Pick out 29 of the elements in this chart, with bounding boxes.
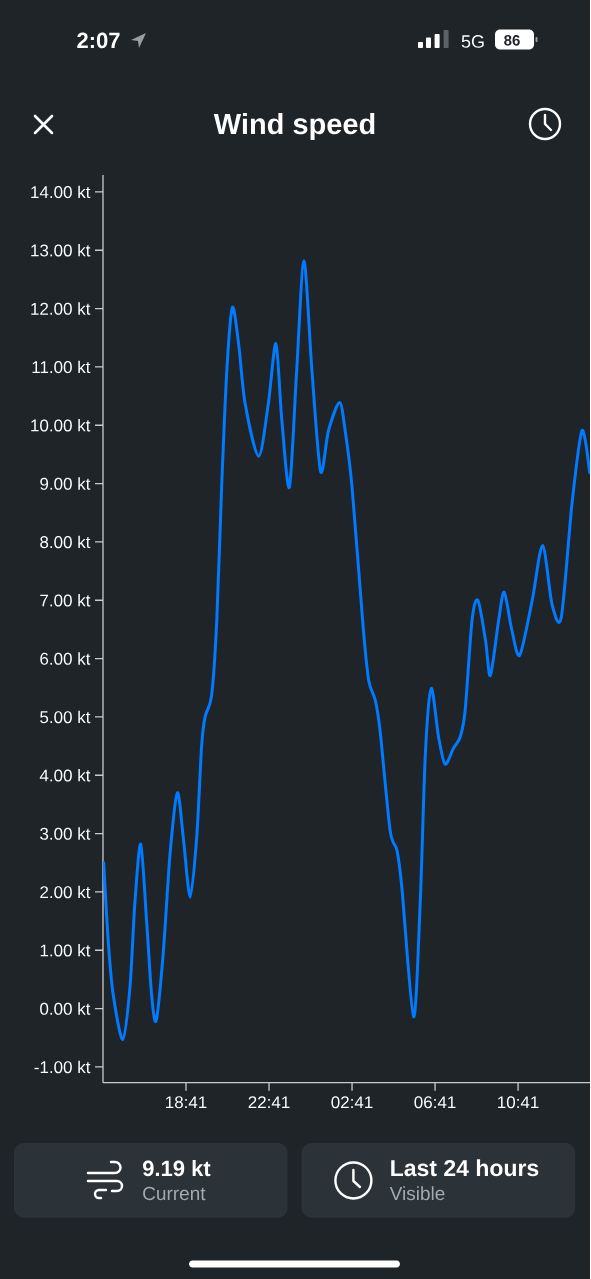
y-tick-label: 14.00 kt [31,185,91,199]
text: 5G [461,35,484,48]
y-tick-label: -1.00 kt [34,1060,91,1074]
y-tick-label: 3.00 kt [40,827,91,840]
x-tick-label: 02:41 [331,1096,373,1109]
text: Last 24 hours [391,1159,539,1177]
text: Visible [389,1186,445,1201]
y-tick-label: 12.00 kt [31,302,91,315]
text: 9.19 kt [143,1160,211,1177]
y-tick-label: 13.00 kt [31,244,91,257]
text: Current [143,1186,206,1201]
text: 2:07 [77,32,120,49]
y-tick-label: 11.00 kt [32,360,91,374]
chart-title: Wind speed [213,112,375,141]
y-tick-label: 1.00 kt [40,944,91,957]
y-tick-label: 10.00 kt [31,419,91,432]
y-tick-label: 0.00 kt [40,1002,91,1015]
y-tick-label: 5.00 kt [40,710,91,724]
y-tick-label: 9.00 kt [40,477,91,490]
x-tick-label: 18:41 [166,1096,207,1109]
y-tick-label: 6.00 kt [40,652,91,665]
y-tick-label: 8.00 kt [40,535,91,549]
text: 86 [504,35,520,46]
y-tick-label: 2.00 kt [40,885,91,899]
y-tick-label: 4.00 kt [40,769,91,782]
x-tick-label: 10:41 [498,1096,539,1109]
y-tick-label: 7.00 kt [40,594,91,607]
x-tick-label: 06:41 [414,1096,456,1109]
x-tick-label: 22:41 [248,1096,290,1109]
